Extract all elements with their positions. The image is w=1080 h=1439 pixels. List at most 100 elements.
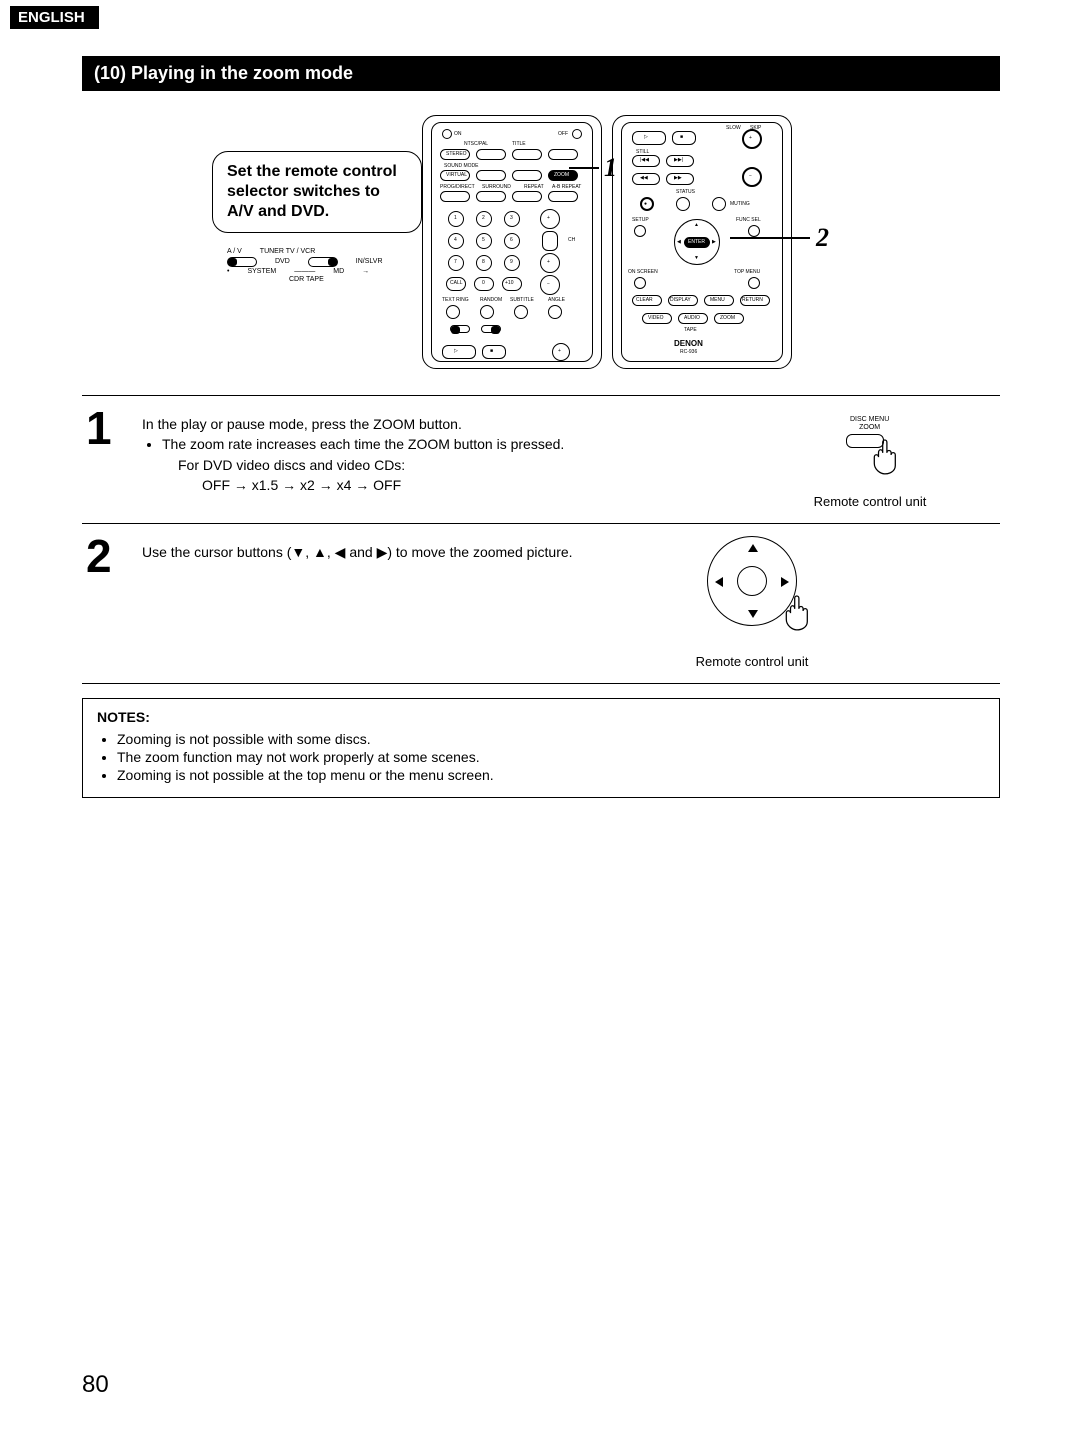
caption: Remote control unit (622, 654, 882, 669)
remote1-label: 7 (454, 259, 457, 265)
section-title-bar: (10) Playing in the zoom mode (82, 56, 1000, 91)
callout-2: 2 (816, 223, 829, 253)
remote2-label: ZOOM (720, 315, 735, 321)
remote2-label: MUTING (730, 201, 750, 207)
remote1-btn (476, 191, 506, 202)
remote1-label: REPEAT (524, 184, 544, 190)
caption: Remote control unit (740, 494, 1000, 509)
remote1-label: TEXT RING (442, 297, 469, 303)
step-subtext: For DVD video discs and video CDs: (142, 455, 740, 475)
remote2-label: ▷ (644, 134, 648, 140)
remote1-btn (548, 149, 578, 160)
remote1-label: OFF (558, 131, 568, 137)
remote2-label: TAPE (684, 327, 697, 333)
step-text: Use the cursor buttons ( (142, 544, 291, 560)
arrow-left-icon: ◀ (677, 239, 681, 245)
remote2-btn (712, 197, 726, 211)
remote1-btn (476, 170, 506, 181)
remote2-face: SLOW SKIP ▷ ■ + STILL |◀◀ ▶▶| ◀◀ ▶▶ − ST… (621, 122, 783, 362)
remote1-btn (514, 305, 528, 319)
switch-label: IN/SLVR (356, 258, 383, 266)
remote1-label: 8 (482, 259, 485, 265)
remote1-ch (542, 231, 558, 251)
language-tab: ENGLISH (10, 6, 99, 29)
remote2-label: STATUS (676, 189, 695, 195)
remote1-label: STEREO (446, 151, 467, 157)
remote1-label: + (547, 215, 550, 221)
remote2-label: ◀◀ (640, 175, 648, 181)
remote1-btn (548, 191, 578, 202)
switch-label: CDR TAPE (289, 276, 324, 284)
remote2-label: RETURN (742, 297, 763, 303)
remote1-label: 6 (510, 237, 513, 243)
cursor-symbols: ▼, ▲, ◀ and ▶ (291, 544, 387, 560)
remote1-btn (572, 129, 582, 139)
instruction-box: Set the remote control selector switches… (212, 151, 422, 233)
remote2-btn (672, 131, 696, 145)
remote2-btn (634, 225, 646, 237)
remote1-btn (548, 305, 562, 319)
notes-title: NOTES: (97, 709, 985, 725)
remote1-btn (512, 191, 542, 202)
remote2-label: FUNC SEL (736, 217, 761, 223)
remote1-btn (512, 170, 542, 181)
remote2-label: VIDEO (648, 315, 664, 321)
remote1-btn (442, 129, 452, 139)
note-item: Zooming is not possible with some discs. (117, 731, 985, 747)
remote1-ch (540, 253, 560, 273)
remote1-btn (482, 345, 506, 359)
remote2-label: CLEAR (636, 297, 653, 303)
slider-dvd (308, 257, 338, 267)
remote1-label: VIRTUAL (446, 172, 467, 178)
remote1-label: + (547, 259, 550, 265)
leader-line (569, 167, 599, 169)
slider-av (227, 257, 257, 267)
remote2-btn (748, 225, 760, 237)
remote1-label: − (547, 281, 550, 287)
remote2-label: ▶▶ (674, 175, 682, 181)
step-body: Use the cursor buttons (▼, ▲, ◀ and ▶) t… (142, 536, 622, 669)
remote1-label: + (558, 348, 561, 354)
step-text: ) to move the zoomed picture. (387, 544, 572, 560)
remote2-label: ▶▶| (674, 157, 683, 163)
remote1-face: ON OFF NTSC/PAL TITLE STEREO SOUND MODE … (431, 122, 593, 362)
remote1-label: A-B REPEAT (552, 184, 581, 190)
arrow-down-icon: ▼ (694, 255, 699, 261)
remote1-btn (476, 149, 506, 160)
step-number: 1 (82, 408, 142, 509)
remote2-model: RC-936 (680, 349, 697, 355)
remote2-btn (742, 129, 762, 149)
notes-box: NOTES: Zooming is not possible with some… (82, 698, 1000, 798)
remote1-ch (540, 275, 560, 295)
remote1-label: SUBTITLE (510, 297, 534, 303)
remote2-label: DISPLAY (670, 297, 691, 303)
remote-diagram-2: SLOW SKIP ▷ ■ + STILL |◀◀ ▶▶| ◀◀ ▶▶ − ST… (612, 115, 792, 369)
remote1-label: ZOOM (554, 172, 569, 178)
remote1-label: TITLE (512, 141, 526, 147)
remote2-btn (634, 277, 646, 289)
switch-label: MD (333, 268, 344, 276)
remote-diagram-1: ON OFF NTSC/PAL TITLE STEREO SOUND MODE … (422, 115, 602, 369)
step-subtext: OFF → x1.5 → x2 → x4 → OFF (142, 475, 740, 495)
remote1-label: +10 (505, 280, 513, 286)
page-number: 80 (82, 1371, 109, 1399)
dpad-illustration (622, 536, 882, 646)
remote1-btn (480, 305, 494, 319)
remote2-label: ENTER (688, 239, 705, 245)
remote1-label: SURROUND (482, 184, 511, 190)
zoom-button-illustration: DISC MENU ZOOM (740, 408, 1000, 486)
remote2-label: AUDIO (684, 315, 700, 321)
remote2-btn (676, 197, 690, 211)
remote1-label: 1 (454, 215, 457, 221)
switch-label: TUNER TV / VCR (260, 248, 316, 256)
remote1-btn (512, 149, 542, 160)
remote2-label: ● (644, 201, 647, 207)
page-content: (10) Playing in the zoom mode Set the re… (82, 56, 1000, 798)
remote2-btn (748, 277, 760, 289)
diagram-row: Set the remote control selector switches… (82, 115, 1000, 375)
remote2-label: ■ (680, 134, 683, 140)
remote2-dpad-area: ENTER ▲ ▼ ◀ ▶ (660, 219, 734, 275)
remote1-label: ■ (490, 348, 493, 354)
switch-label: • (227, 268, 229, 276)
callout-1: 1 (604, 153, 617, 183)
